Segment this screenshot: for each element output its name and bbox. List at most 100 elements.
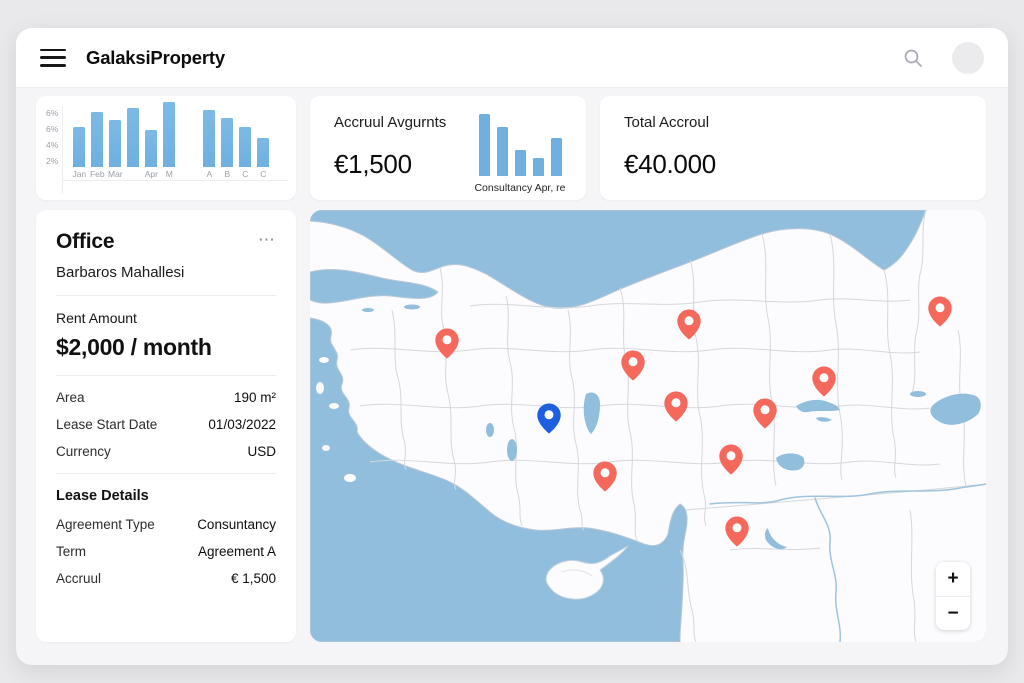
x-tick-label: C xyxy=(242,169,249,179)
property-pin[interactable] xyxy=(592,461,617,497)
bar-column: C xyxy=(257,138,270,180)
property-pin[interactable] xyxy=(677,309,702,345)
detail-row: Lease Start Date 01/03/2022 xyxy=(56,417,276,432)
row-value: 190 m² xyxy=(233,390,276,405)
detail-row: Agreement Type Consuntancy xyxy=(56,517,276,532)
office-title: Office xyxy=(56,230,115,253)
row-value: Agreement A xyxy=(197,544,276,559)
app-title: GalaksiProperty xyxy=(86,46,225,68)
x-tick-label: M xyxy=(165,169,173,179)
mini-chart-bar xyxy=(496,127,508,176)
bar-column: Mar xyxy=(107,120,123,180)
property-pin[interactable] xyxy=(719,444,744,480)
chart-bar xyxy=(221,118,234,167)
property-pin[interactable] xyxy=(663,391,688,427)
chart-bar xyxy=(145,130,158,167)
property-pin[interactable] xyxy=(621,350,646,386)
search-icon[interactable] xyxy=(896,41,930,75)
property-pin[interactable] xyxy=(928,296,953,332)
mini-chart-bar xyxy=(478,114,490,176)
property-pin[interactable] xyxy=(752,398,777,434)
chart-bar xyxy=(257,138,270,167)
app-window: GalaksiProperty 6% 6% 4% 2% Jan Feb Mar Apr M A B… xyxy=(16,28,1008,665)
x-tick-label: C xyxy=(260,169,267,179)
bar-column: M xyxy=(163,102,176,180)
mini-chart-bar xyxy=(550,138,562,176)
chart-bar xyxy=(91,112,104,167)
map-basemap xyxy=(310,210,986,642)
map-zoom-control: + − xyxy=(936,562,970,630)
mini-chart-bar xyxy=(514,150,526,176)
divider xyxy=(56,295,276,296)
bar-column xyxy=(127,108,140,180)
x-tick-label: Feb xyxy=(89,169,105,179)
chart-bar xyxy=(163,102,176,167)
monthly-chart-card: 6% 6% 4% 2% Jan Feb Mar Apr M A B C C xyxy=(36,96,296,200)
rent-amount-value: $2,000 / month xyxy=(56,334,212,360)
total-card-title: Total Accroul xyxy=(624,114,710,131)
x-tick-label: Mar xyxy=(107,169,123,179)
accrual-card-value: €1,500 xyxy=(334,149,412,179)
office-detail-card: Office ⋯ Barbaros Mahallesi Rent Amount … xyxy=(36,210,296,642)
y-tick-label: 6% xyxy=(46,108,59,118)
mini-chart-bars xyxy=(478,114,562,176)
row-value: € 1,500 xyxy=(230,571,276,586)
row-label: Agreement Type xyxy=(56,517,155,532)
x-tick-label: A xyxy=(206,169,213,179)
accrual-card-title: Accruul Avgurnts xyxy=(334,114,447,131)
zoom-in-button[interactable]: + xyxy=(947,568,959,589)
turkey-map[interactable]: + − xyxy=(310,210,986,642)
bar-column: B xyxy=(221,118,234,180)
row-value: Consuntancy xyxy=(197,517,276,532)
x-tick-label: Jan xyxy=(72,169,87,179)
bar-column: Jan xyxy=(72,127,87,180)
y-tick-label: 4% xyxy=(46,140,59,150)
y-tick-label: 2% xyxy=(46,156,59,166)
divider xyxy=(56,375,276,376)
x-tick-label: B xyxy=(224,169,231,179)
bar-column: Apr xyxy=(144,130,158,180)
y-tick-label: 6% xyxy=(46,124,59,134)
top-cards-row: 6% 6% 4% 2% Jan Feb Mar Apr M A B C C Accruul Avgur… xyxy=(36,96,988,200)
office-info-rows: Area 190 m² Lease Start Date 01/03/2022 Curr… xyxy=(56,390,276,459)
chart-bar xyxy=(203,110,216,167)
more-options-icon[interactable]: ⋯ xyxy=(258,230,276,249)
row-label: Area xyxy=(56,390,85,405)
detail-row: Currency USD xyxy=(56,444,276,459)
row-label: Lease Start Date xyxy=(56,417,158,432)
mini-chart-bar xyxy=(532,158,544,176)
detail-row: Area 190 m² xyxy=(56,390,276,405)
bar-column: A xyxy=(203,110,216,180)
chart-bar xyxy=(239,127,252,167)
property-pin[interactable] xyxy=(725,516,750,552)
rent-amount-label: Rent Amount xyxy=(56,310,137,326)
office-address: Barbaros Mahallesi xyxy=(56,264,185,281)
selected-property-pin[interactable] xyxy=(537,403,562,439)
detail-row: Term Agreement A xyxy=(56,544,276,559)
chart-bar xyxy=(73,127,86,167)
total-card-value: €40.000 xyxy=(624,149,716,179)
zoom-out-button[interactable]: − xyxy=(936,596,970,630)
row-label: Currency xyxy=(56,444,111,459)
row-value: 01/03/2022 xyxy=(208,417,276,432)
header: GalaksiProperty xyxy=(16,28,1008,88)
bar-column: Feb xyxy=(89,112,105,180)
property-pin[interactable] xyxy=(435,328,460,364)
chart-plot-area: Jan Feb Mar Apr M A B C C xyxy=(62,102,290,194)
chart-y-axis: 6% 6% 4% 2% xyxy=(46,106,58,194)
hamburger-menu-icon[interactable] xyxy=(40,48,66,67)
chart-bars: Jan Feb Mar Apr M A B C C xyxy=(72,102,275,180)
chart-baseline xyxy=(63,180,288,181)
lease-details-heading: Lease Details xyxy=(56,488,149,504)
detail-row: Accruul € 1,500 xyxy=(56,571,276,586)
divider xyxy=(56,473,276,474)
chart-bar xyxy=(127,108,140,167)
property-pin[interactable] xyxy=(811,366,836,402)
x-tick-label: Apr xyxy=(144,169,158,179)
accrual-mini-chart: Consultancy Apr, re xyxy=(468,114,572,194)
row-label: Term xyxy=(56,544,86,559)
avatar[interactable] xyxy=(952,41,984,74)
accrual-card: Accruul Avgurnts €1,500 Consultancy Apr,… xyxy=(310,96,586,200)
row-label: Accruul xyxy=(56,571,102,586)
chart-bar xyxy=(109,120,122,167)
